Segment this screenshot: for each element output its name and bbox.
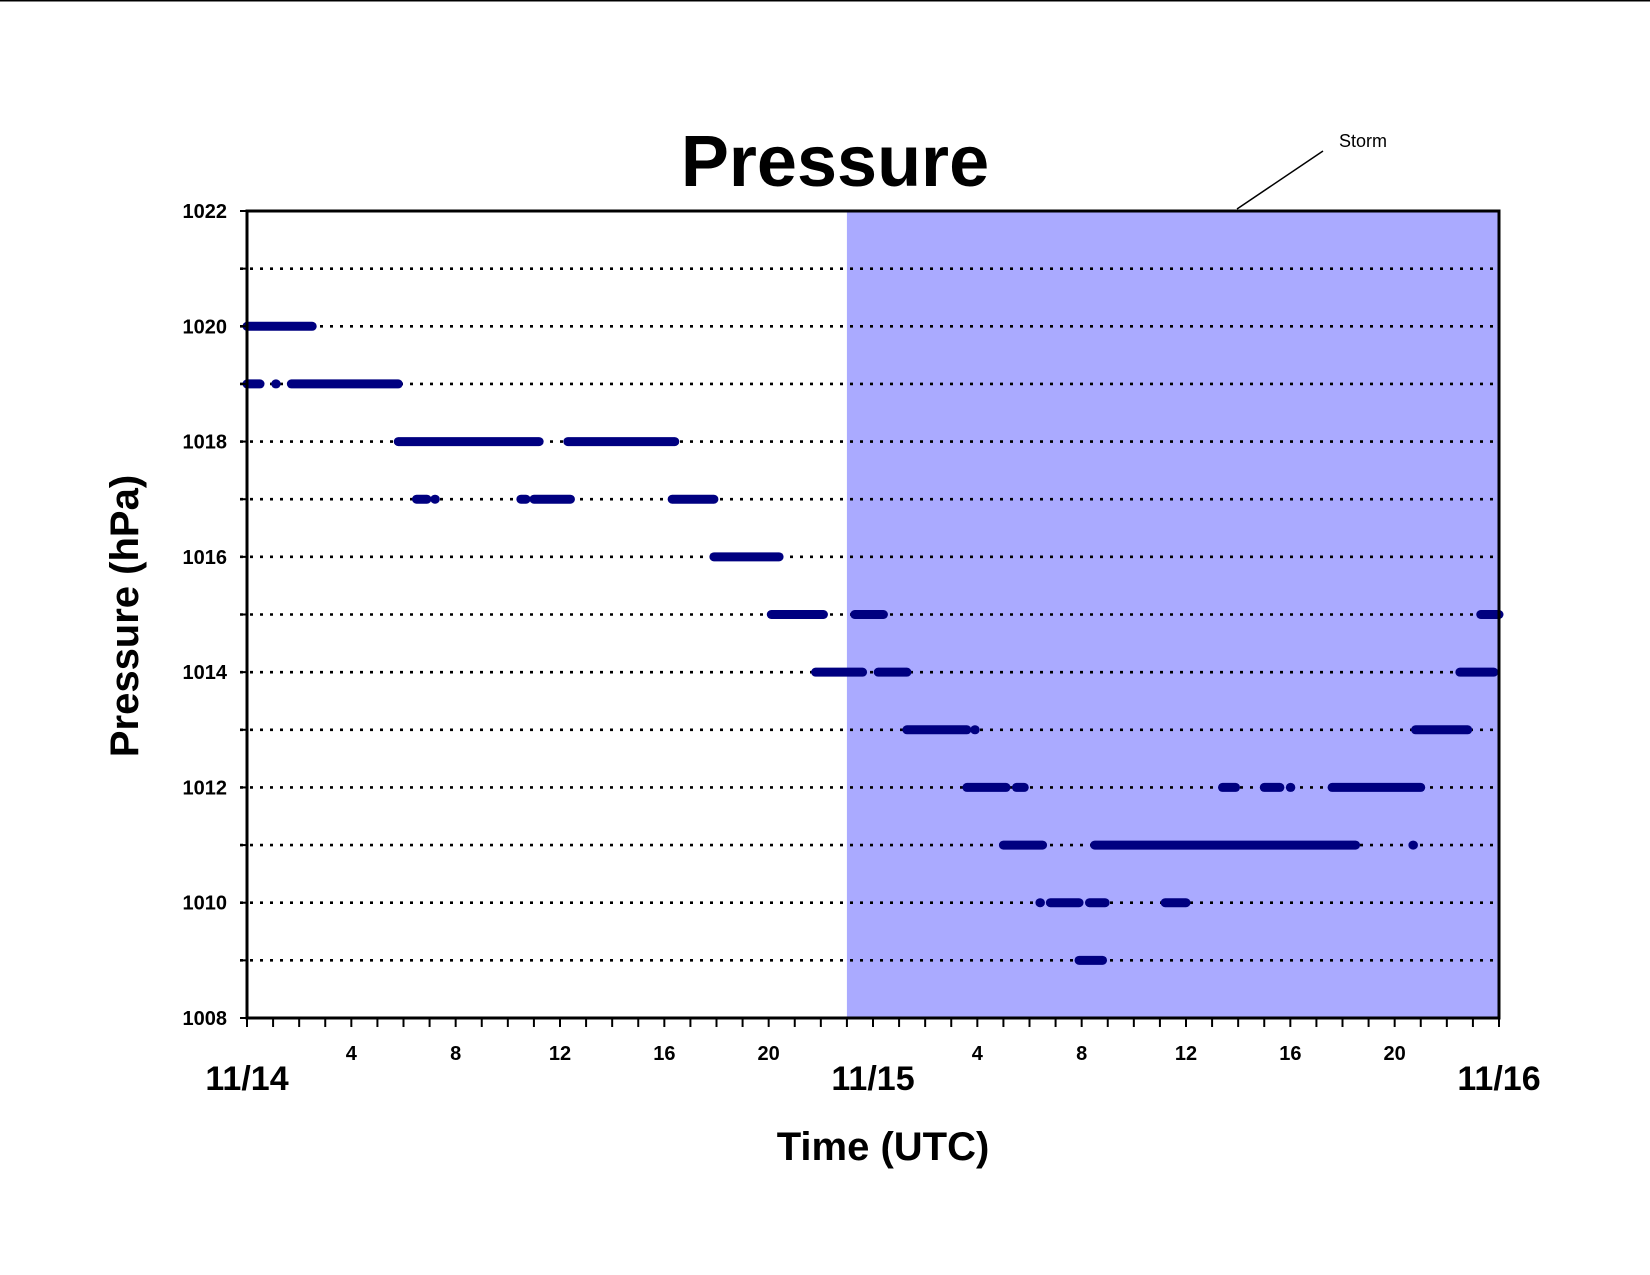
- x-day-label-0: 11/14: [205, 1060, 288, 1098]
- x-hour-label-8: 8: [450, 1043, 461, 1065]
- x-hour-label-28: 4: [972, 1043, 984, 1065]
- y-tick-label-1020: 1020: [183, 316, 228, 338]
- x-hour-label-40: 16: [1279, 1043, 1301, 1065]
- y-tick-label-1012: 1012: [183, 777, 228, 799]
- x-hour-label-12: 12: [549, 1043, 571, 1065]
- storm-annotation-leader: [1236, 150, 1324, 210]
- y-tick-label-1016: 1016: [183, 547, 228, 569]
- y-tick-label-1010: 1010: [183, 893, 228, 915]
- x-day-label-24: 11/15: [831, 1060, 914, 1098]
- x-hour-label-20: 20: [758, 1043, 780, 1065]
- x-hour-label-4: 4: [346, 1043, 358, 1065]
- x-axis-title: Time (UTC): [777, 1125, 990, 1169]
- y-axis-title: Pressure (hPa): [103, 475, 147, 757]
- storm-annotation-label: Storm: [1339, 131, 1387, 151]
- x-day-label-48: 11/16: [1457, 1060, 1540, 1098]
- y-tick-label-1008: 1008: [183, 1008, 228, 1030]
- x-hour-label-44: 20: [1384, 1043, 1406, 1065]
- y-tick-label-1014: 1014: [183, 662, 228, 684]
- y-axis-ticks: 1008 1010 1012 1014 1016 1018 1020 1022: [183, 201, 247, 1030]
- y-tick-label-1018: 1018: [183, 432, 228, 454]
- data-markers: [242, 321, 1504, 965]
- chart-title: Pressure: [681, 122, 989, 202]
- y-tick-label-1022: 1022: [183, 201, 228, 223]
- x-hour-label-36: 12: [1175, 1043, 1197, 1065]
- x-hour-label-16: 16: [653, 1043, 675, 1065]
- x-hour-label-32: 8: [1076, 1043, 1087, 1065]
- x-axis-ticks: 4 8 12 16 20 4 8 12 16 20 11/14 11/15 11/16: [205, 1018, 1541, 1098]
